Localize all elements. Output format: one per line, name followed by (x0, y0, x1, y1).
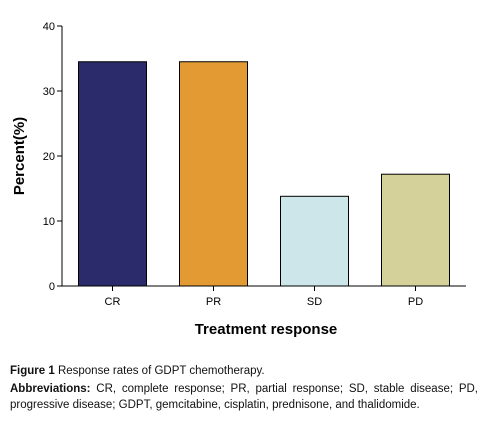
bar-pd (381, 173, 450, 287)
abbreviations-label: Abbreviations: (10, 383, 91, 395)
abbreviations-text: CR, complete response; PR, partial respo… (10, 383, 478, 411)
chart-canvas: 0 10 20 30 40 CR PR SD PD Percent(%) Treatment … (11, 21, 466, 338)
y-axis-label: Percent(%) (11, 117, 28, 195)
abbreviations-note: Abbreviations: CR, complete response; PR… (10, 381, 478, 413)
y-tick-group: 0 10 20 30 40 (43, 21, 62, 293)
bar-sd (280, 195, 349, 287)
y-tick-label: 10 (43, 216, 55, 228)
figure-caption: Figure 1 Response rates of GDPT chemothe… (10, 363, 478, 379)
y-tick-label: 0 (49, 281, 55, 293)
x-tick-label: CR (105, 296, 121, 308)
x-tick-label: SD (307, 296, 322, 308)
x-tick-label: PR (206, 296, 221, 308)
x-tick-group: CR PR SD PD (105, 286, 423, 308)
y-tick-label: 30 (43, 86, 55, 98)
bar-group (78, 61, 450, 287)
y-tick-label: 20 (43, 151, 55, 163)
x-axis-label: Treatment response (195, 321, 338, 338)
bar-cr (78, 61, 147, 287)
bar-pr (179, 61, 248, 287)
x-tick-label: PD (408, 296, 423, 308)
figure-text: Response rates of GDPT chemotherapy. (57, 365, 265, 377)
y-tick-label: 40 (43, 21, 55, 33)
figure-label: Figure 1 (10, 365, 55, 377)
bar-chart: 0 10 20 30 40 CR PR SD PD Percent(%) Treatment … (11, 21, 466, 338)
